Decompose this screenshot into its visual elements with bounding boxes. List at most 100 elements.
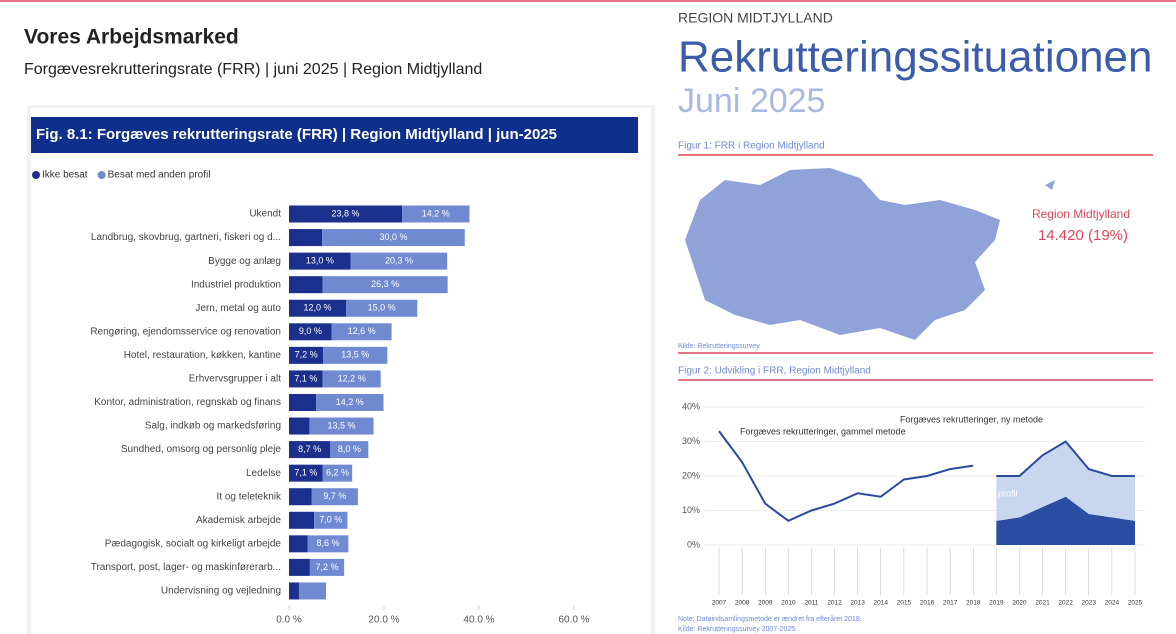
- x-tick-label: 60.0 %: [558, 615, 589, 626]
- y-tick-label: 20%: [682, 470, 700, 480]
- page-title: Vores Arbejdsmarked: [24, 26, 239, 49]
- category-label: Ledelse: [246, 468, 281, 479]
- chart2-note: Note: Dataindsamlingsmetode er ændret fr…: [678, 615, 862, 623]
- value-label: 15,0 %: [368, 303, 396, 313]
- chart-banner: [31, 117, 638, 153]
- category-label: It og teleteknik: [217, 491, 282, 502]
- bar-segment: [322, 370, 381, 388]
- bar-segment: [322, 276, 448, 294]
- series-label: Forgæves rekrutteringer, ny metode: [900, 414, 1043, 424]
- category-label: Ukendt: [249, 209, 281, 220]
- x-tick-label: 2012: [827, 600, 842, 607]
- x-tick-label: 2022: [1058, 600, 1073, 607]
- bar-segment: [289, 417, 310, 435]
- bar-segment: [289, 229, 323, 247]
- value-label: 7,2 %: [295, 350, 318, 360]
- right-subtitle: Juni 2025: [678, 82, 825, 120]
- x-tick-label: 2024: [1105, 600, 1120, 607]
- value-label: 8,7 %: [298, 444, 321, 454]
- y-tick-label: 40%: [682, 401, 700, 411]
- bar-segment: [289, 276, 323, 294]
- series-label: Besat med anden profil: [925, 488, 1018, 498]
- bar-segment: [346, 299, 418, 317]
- y-tick-label: 10%: [682, 505, 700, 515]
- x-tick-label: 2011: [804, 600, 818, 607]
- category-label: Transport, post, lager- og maskinførerar…: [91, 562, 281, 573]
- bar-segment: [298, 582, 327, 600]
- value-label: 9,0 %: [299, 326, 322, 336]
- series-label: Ikke besat: [930, 518, 972, 528]
- value-label: 13,5 %: [341, 350, 369, 360]
- chart-title: Fig. 8.1: Forgæves rekrutteringsrate (FR…: [36, 126, 557, 143]
- value-label: 9,7 %: [323, 491, 346, 501]
- region-label: REGION MIDTJYLLAND: [678, 10, 833, 26]
- value-label: 23,8 %: [332, 208, 360, 218]
- value-label: 12,6 %: [348, 326, 376, 336]
- map-value: 14.420 (19%): [1038, 227, 1128, 244]
- bar-segment: [289, 205, 403, 223]
- bar-segment: [289, 558, 310, 576]
- bar-segment: [309, 558, 345, 576]
- category-label: Rengøring, ejendomsservice og renovation: [90, 326, 281, 337]
- x-tick-label: 2009: [758, 600, 773, 607]
- chart2-source: Kilde: Rekrutteringssurvey 2007-2025.: [678, 626, 797, 633]
- bar-segment: [322, 464, 353, 482]
- x-tick-label: 2020: [1012, 600, 1027, 607]
- bar-segment: [289, 370, 323, 388]
- bar-segment: [323, 346, 388, 364]
- bar-segment: [350, 252, 448, 270]
- category-label: Industriel produktion: [191, 279, 281, 290]
- area: [996, 441, 1135, 521]
- bar-segment: [307, 535, 349, 553]
- x-tick-label: 2017: [943, 600, 958, 607]
- value-label: 12,2 %: [338, 373, 366, 383]
- value-label: 26,3 %: [371, 279, 399, 289]
- y-tick-label: 0%: [687, 539, 700, 549]
- value-label: 8,0 %: [338, 444, 361, 454]
- category-label: Sundhed, omsorg og personlig pleje: [121, 444, 282, 455]
- value-label: 8,6 %: [316, 538, 339, 548]
- category-label: Landbrug, skovbrug, gartneri, fiskeri og…: [91, 232, 281, 243]
- x-tick-label: 0.0 %: [276, 615, 302, 626]
- category-label: Salg, indkøb og markedsføring: [145, 421, 281, 432]
- bar-segment: [289, 252, 351, 270]
- x-tick-label: 2016: [920, 600, 935, 607]
- bar-segment: [314, 511, 348, 529]
- x-tick-label: 2014: [874, 600, 889, 607]
- bar-segment: [330, 441, 369, 459]
- bar-segment: [289, 323, 332, 341]
- x-tick-label: 2010: [781, 600, 796, 607]
- x-tick-label: 2023: [1082, 600, 1097, 607]
- map-source: Kilde: Rekrutteringssurvey: [678, 343, 760, 350]
- category-label: Pædagogisk, socialt og kirkeligt arbejde: [105, 538, 282, 549]
- value-label: 20,3 %: [385, 255, 413, 265]
- bar-segment: [311, 488, 358, 506]
- bar-segment: [289, 346, 324, 364]
- region-map: [685, 168, 1000, 340]
- line: [718, 430, 974, 523]
- category-label: Akademisk arbejde: [196, 515, 281, 526]
- bar-segment: [289, 393, 317, 411]
- category-label: Kontor, administration, regnskab og fina…: [94, 397, 281, 408]
- bar-segment: [289, 441, 331, 459]
- bar-segment: [322, 229, 465, 247]
- category-label: Jern, metal og auto: [195, 303, 281, 314]
- island: [1045, 180, 1055, 190]
- value-label: 12,0 %: [303, 303, 331, 313]
- x-tick-label: 2019: [989, 600, 1004, 607]
- value-label: 13,5 %: [327, 420, 355, 430]
- x-tick-label: 2008: [735, 600, 750, 607]
- bar-segment: [289, 299, 346, 317]
- value-label: 7,1 %: [294, 373, 317, 383]
- bar-segment: [309, 417, 374, 435]
- value-label: 13,0 %: [306, 255, 334, 265]
- x-tick-label: 2018: [966, 600, 981, 607]
- category-label: Bygge og anlæg: [208, 256, 281, 267]
- line: [996, 440, 1135, 477]
- bar-segment: [289, 464, 323, 482]
- value-label: 30,0 %: [379, 232, 407, 242]
- x-tick-label: 2025: [1128, 600, 1143, 607]
- x-tick-label: 2007: [712, 600, 727, 607]
- category-label: Hotel, restauration, køkken, kantine: [124, 350, 282, 361]
